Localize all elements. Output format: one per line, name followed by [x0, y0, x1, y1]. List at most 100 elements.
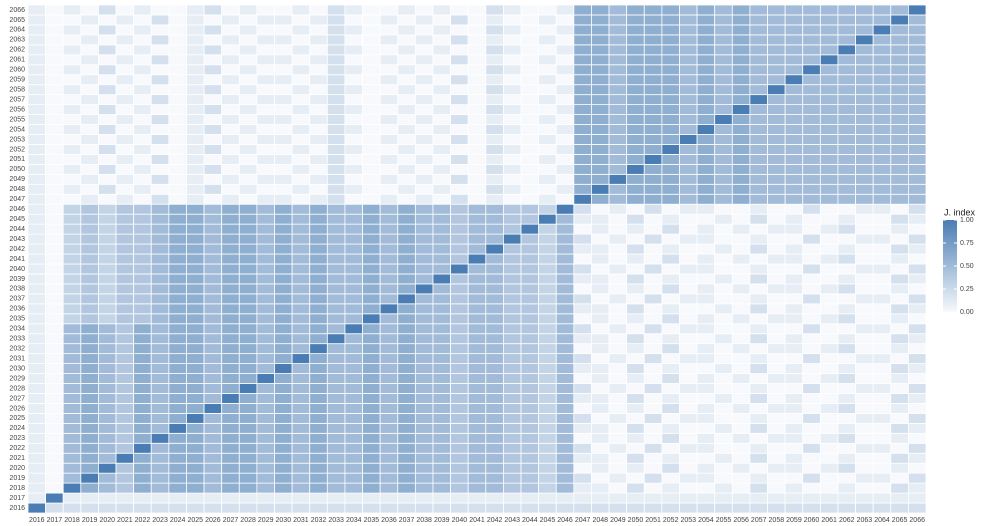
cell	[679, 442, 698, 454]
cell	[256, 492, 275, 504]
cell	[379, 472, 399, 484]
cell	[362, 84, 381, 96]
cell	[661, 422, 680, 434]
cell	[98, 363, 117, 374]
cell	[714, 403, 733, 414]
x-tick-label: 2024	[170, 517, 186, 524]
cell	[485, 243, 504, 255]
cell	[555, 363, 575, 374]
cell	[573, 74, 592, 86]
x-tick-label: 2055	[716, 517, 732, 524]
cell	[98, 74, 117, 86]
y-tick-label: 2036	[9, 306, 25, 313]
cell	[45, 283, 64, 295]
y-tick-label: 2047	[9, 196, 25, 203]
cell	[520, 144, 540, 155]
cell	[45, 154, 64, 165]
cell	[503, 34, 522, 46]
cell	[573, 4, 592, 16]
cell	[538, 333, 557, 345]
cell	[326, 253, 346, 265]
cell	[855, 462, 874, 474]
cell	[168, 303, 187, 315]
cell	[714, 74, 733, 86]
cell	[890, 94, 909, 106]
y-tick-label: 2053	[9, 136, 25, 143]
cell	[819, 54, 839, 66]
cell	[819, 94, 839, 106]
cell	[749, 353, 768, 364]
cell	[326, 343, 346, 355]
cell	[291, 462, 311, 474]
cell	[467, 452, 487, 464]
cell	[555, 442, 575, 454]
cell	[397, 373, 416, 384]
cell	[326, 4, 346, 16]
cell	[696, 472, 716, 484]
cell	[133, 223, 152, 235]
cell	[872, 363, 892, 374]
cell	[221, 163, 240, 175]
cell	[326, 412, 346, 424]
y-tick-label: 2027	[9, 395, 25, 402]
cell	[62, 273, 82, 285]
cell	[467, 114, 487, 125]
legend-tick-label: 1.00	[960, 217, 974, 224]
cell	[872, 144, 892, 155]
cell	[450, 163, 469, 175]
cell	[608, 363, 628, 374]
cell	[291, 323, 311, 335]
cell	[767, 54, 786, 66]
cell	[221, 64, 240, 76]
cell	[591, 44, 610, 56]
cell	[238, 303, 258, 315]
cell	[538, 323, 557, 335]
y-tick-label: 2016	[9, 505, 25, 512]
cell	[855, 114, 874, 125]
cell	[767, 154, 786, 165]
cell	[837, 34, 856, 46]
cell	[450, 183, 469, 195]
cell	[133, 173, 152, 185]
cell	[538, 422, 557, 434]
y-tick-label: 2065	[9, 17, 25, 24]
cell	[379, 223, 399, 235]
cell	[80, 74, 99, 86]
cell	[503, 64, 522, 76]
cell	[731, 323, 751, 335]
cell	[203, 213, 223, 225]
cell	[855, 383, 874, 394]
cell	[221, 263, 240, 275]
cell	[538, 403, 557, 414]
cell	[362, 343, 381, 355]
cell	[27, 353, 47, 364]
cell	[767, 273, 786, 285]
cell	[907, 393, 927, 404]
cell	[573, 462, 592, 474]
cell	[503, 54, 522, 66]
cell	[784, 502, 804, 514]
cell	[626, 343, 645, 355]
cell	[344, 442, 363, 454]
cell	[802, 393, 821, 404]
cell	[379, 24, 399, 36]
cell	[133, 442, 152, 454]
cell	[679, 412, 698, 424]
cell	[344, 154, 363, 165]
cell	[714, 14, 733, 26]
cell	[168, 422, 187, 434]
cell	[397, 283, 416, 295]
cell	[203, 303, 223, 315]
cell	[186, 383, 205, 394]
cell	[714, 422, 733, 434]
cell	[27, 154, 47, 165]
cell	[661, 462, 680, 474]
cell	[555, 104, 575, 115]
cell	[291, 293, 311, 305]
cell	[661, 134, 680, 145]
cell	[238, 253, 258, 265]
y-tick-label: 2044	[9, 226, 25, 233]
cell	[573, 313, 592, 325]
cell	[344, 24, 363, 36]
cell	[274, 452, 293, 464]
